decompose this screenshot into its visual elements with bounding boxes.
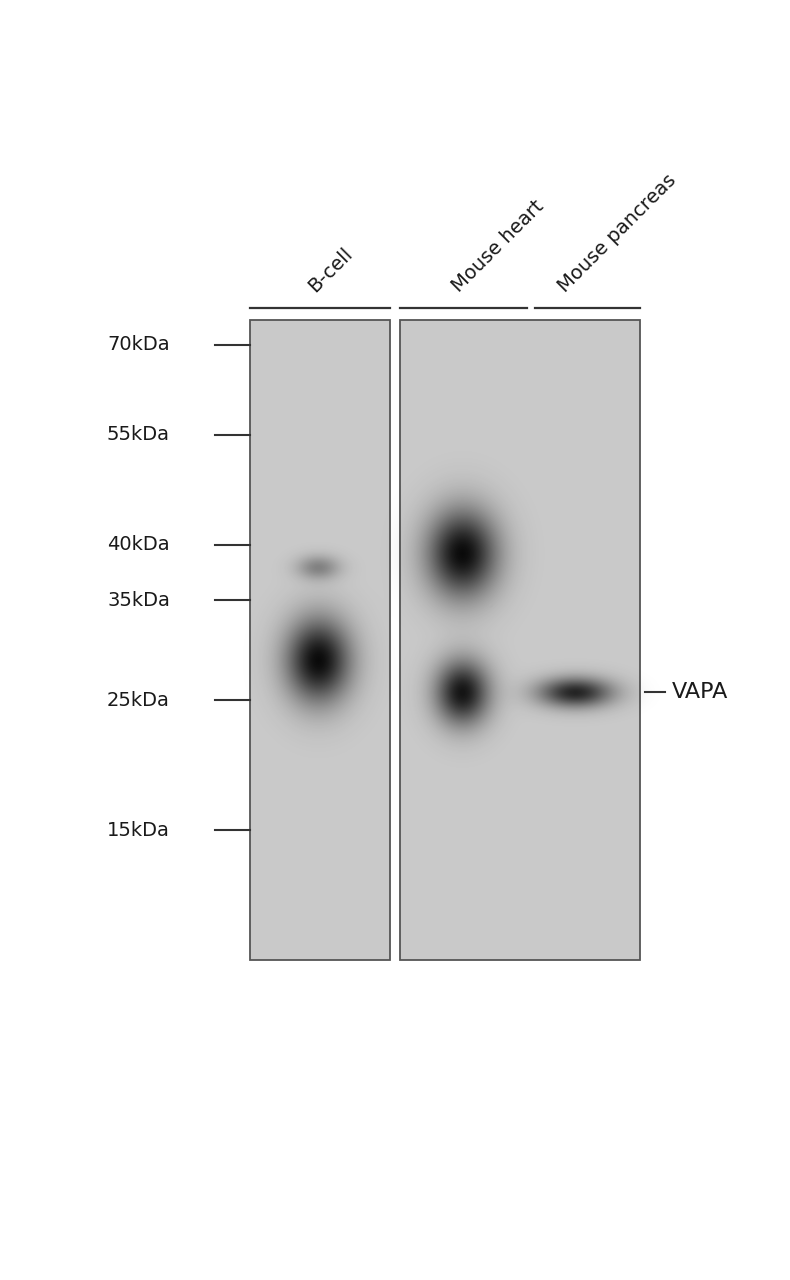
- Text: 35kDa: 35kDa: [107, 590, 170, 609]
- Text: Mouse pancreas: Mouse pancreas: [555, 170, 680, 296]
- Text: B-cell: B-cell: [305, 244, 356, 296]
- Text: 40kDa: 40kDa: [107, 535, 170, 554]
- Bar: [400, 320, 640, 960]
- Text: 15kDa: 15kDa: [107, 820, 170, 840]
- Bar: [250, 320, 390, 960]
- Text: Mouse heart: Mouse heart: [449, 197, 547, 296]
- Text: 70kDa: 70kDa: [107, 335, 170, 355]
- Text: VAPA: VAPA: [672, 682, 728, 701]
- Text: 25kDa: 25kDa: [107, 690, 170, 709]
- Text: 55kDa: 55kDa: [107, 425, 170, 444]
